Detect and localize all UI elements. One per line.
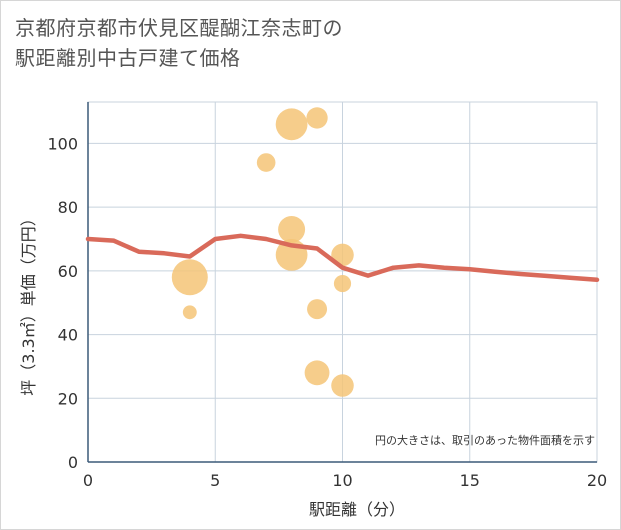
bubble-series	[171, 107, 354, 397]
bubble-point	[256, 153, 276, 172]
y-tick-label: 40	[58, 326, 78, 345]
bubble-point	[304, 360, 330, 386]
bubble-point	[333, 275, 352, 293]
x-tick-label: 5	[210, 471, 220, 490]
bubble-point	[331, 243, 354, 267]
bubble-point	[307, 299, 328, 320]
y-tick-label: 80	[58, 198, 78, 217]
bubble-point	[171, 259, 208, 296]
bubble-size-note: 円の大きさは、取引のあった物件面積を示す	[375, 433, 595, 447]
trend-series	[85, 233, 600, 283]
chart-title-line-1: 京都府京都市伏見区醍醐江奈志町の	[15, 16, 343, 40]
bubble-point	[306, 107, 328, 129]
bubble-point	[331, 374, 354, 397]
y-tick-label: 60	[58, 262, 78, 281]
x-tick-label: 0	[83, 471, 93, 490]
x-tick-label: 20	[587, 471, 607, 490]
axes	[87, 102, 597, 463]
y-axis-label: 坪（3.3㎡）単価（万円）	[19, 210, 38, 395]
trend-line	[85, 233, 600, 283]
y-tick-label: 100	[47, 134, 78, 153]
x-tick-label: 10	[332, 471, 352, 490]
bubble-point	[278, 215, 306, 243]
y-tick-label: 0	[68, 453, 78, 472]
bubble-point	[182, 305, 197, 320]
x-axis-label: 駅距離（分）	[309, 500, 405, 519]
chart-title-line-2: 駅距離別中古戸建て価格	[15, 46, 241, 70]
y-tick-label: 20	[58, 389, 78, 408]
chart-title: 京都府京都市伏見区醍醐江奈志町の 駅距離別中古戸建て価格	[15, 13, 343, 73]
bubble-point	[275, 108, 308, 141]
x-tick-label: 15	[460, 471, 480, 490]
tick-labels: 0 20 40 60 80 100 0 5 10 15 20	[47, 134, 607, 490]
